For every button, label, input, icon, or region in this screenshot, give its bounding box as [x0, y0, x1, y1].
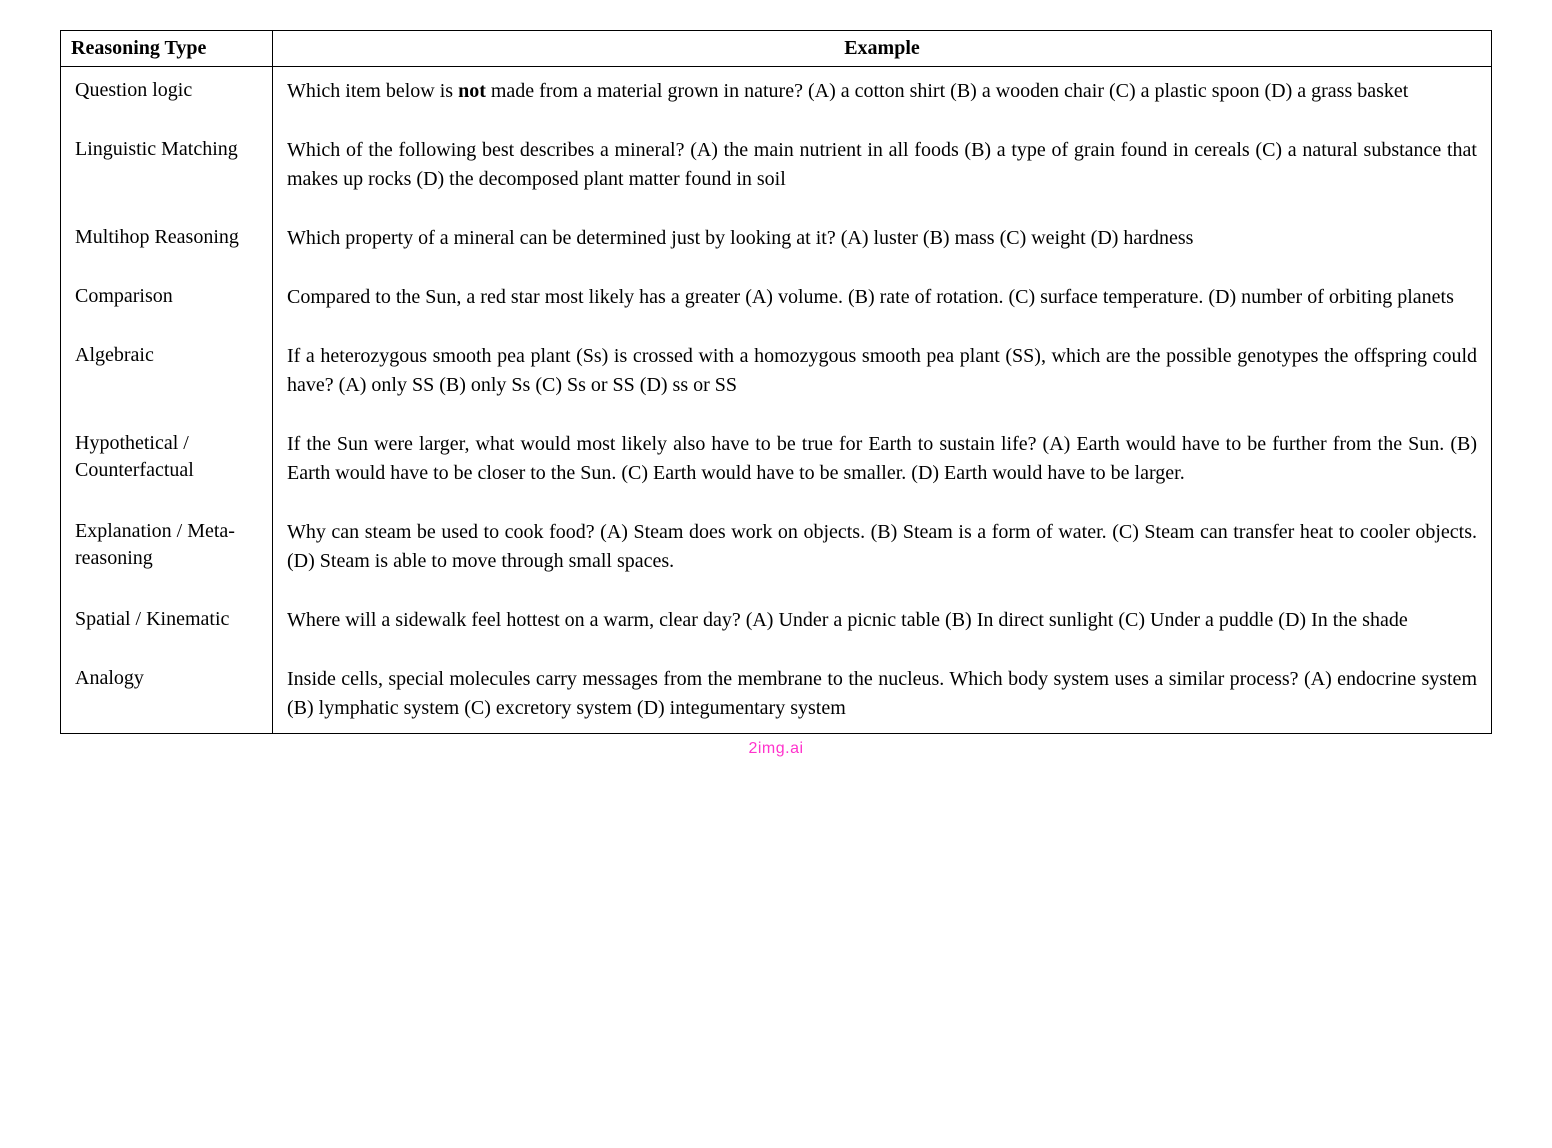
col-header-example: Example [273, 31, 1492, 67]
reasoning-type-cell: Comparison [61, 273, 273, 332]
example-cell: Why can steam be used to cook food? (A) … [273, 508, 1492, 596]
reasoning-type-cell: Spatial / Kinematic [61, 596, 273, 655]
example-cell: If a heterozygous smooth pea plant (Ss) … [273, 332, 1492, 420]
reasoning-type-cell: Hypothetical / Counterfactual [61, 420, 273, 508]
reasoning-type-cell: Explanation / Meta-reasoning [61, 508, 273, 596]
table-row: Explanation / Meta-reasoning Why can ste… [61, 508, 1492, 596]
reasoning-type-cell: Multihop Reasoning [61, 214, 273, 273]
example-cell: Where will a sidewalk feel hottest on a … [273, 596, 1492, 655]
reasoning-types-table: Reasoning Type Example Question logic Wh… [60, 30, 1492, 734]
table-row: Question logic Which item below is not m… [61, 67, 1492, 126]
col-header-type: Reasoning Type [61, 31, 273, 67]
reasoning-type-cell: Linguistic Matching [61, 126, 273, 214]
table-header-row: Reasoning Type Example [61, 31, 1492, 67]
example-text-post: made from a material grown in nature? (A… [486, 80, 1408, 102]
example-cell: Compared to the Sun, a red star most lik… [273, 273, 1492, 332]
table-row: Multihop Reasoning Which property of a m… [61, 214, 1492, 273]
example-cell: Which of the following best describes a … [273, 126, 1492, 214]
reasoning-types-table-container: Reasoning Type Example Question logic Wh… [0, 0, 1552, 742]
table-row: Linguistic Matching Which of the followi… [61, 126, 1492, 214]
example-cell: If the Sun were larger, what would most … [273, 420, 1492, 508]
watermark-text: 2img.ai [0, 740, 1552, 768]
table-row: Analogy Inside cells, special molecules … [61, 655, 1492, 734]
example-cell: Which item below is not made from a mate… [273, 67, 1492, 126]
example-text-pre: Which item below is [287, 80, 458, 102]
table-row: Algebraic If a heterozygous smooth pea p… [61, 332, 1492, 420]
example-text-bold: not [458, 80, 486, 102]
reasoning-type-cell: Analogy [61, 655, 273, 734]
reasoning-type-cell: Algebraic [61, 332, 273, 420]
table-row: Hypothetical / Counterfactual If the Sun… [61, 420, 1492, 508]
table-row: Spatial / Kinematic Where will a sidewal… [61, 596, 1492, 655]
reasoning-type-cell: Question logic [61, 67, 273, 126]
example-cell: Which property of a mineral can be deter… [273, 214, 1492, 273]
table-row: Comparison Compared to the Sun, a red st… [61, 273, 1492, 332]
example-cell: Inside cells, special molecules carry me… [273, 655, 1492, 734]
